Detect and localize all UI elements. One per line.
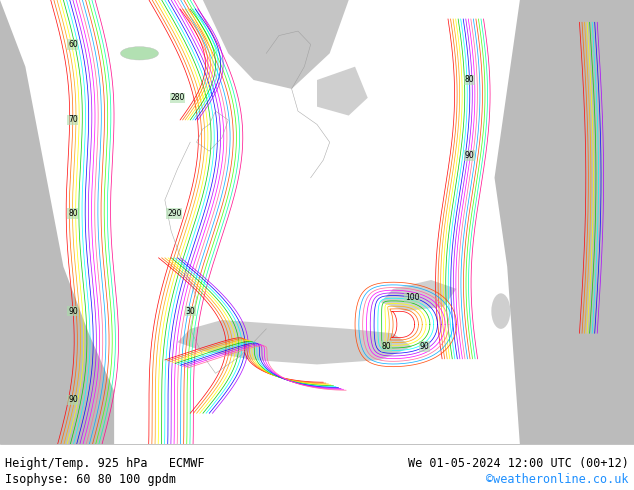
Text: 80: 80: [464, 75, 474, 84]
Polygon shape: [203, 0, 349, 89]
Polygon shape: [317, 67, 368, 116]
Text: 90: 90: [68, 395, 78, 404]
Ellipse shape: [120, 47, 158, 60]
Polygon shape: [178, 320, 412, 365]
Text: 90: 90: [68, 307, 78, 316]
Text: 90: 90: [464, 151, 474, 160]
Text: 70: 70: [68, 116, 78, 124]
Text: 80: 80: [68, 209, 78, 218]
Text: 60: 60: [68, 40, 78, 49]
Text: 100: 100: [405, 294, 419, 302]
Text: ©weatheronline.co.uk: ©weatheronline.co.uk: [486, 473, 629, 487]
Text: 80: 80: [382, 342, 392, 351]
Text: 30: 30: [185, 307, 195, 316]
Text: We 01-05-2024 12:00 UTC (00+12): We 01-05-2024 12:00 UTC (00+12): [408, 457, 629, 470]
Polygon shape: [495, 0, 634, 444]
Ellipse shape: [491, 294, 510, 329]
Text: 90: 90: [420, 342, 430, 351]
Polygon shape: [0, 0, 114, 444]
Text: Height/Temp. 925 hPa   ECMWF: Height/Temp. 925 hPa ECMWF: [5, 457, 205, 470]
Polygon shape: [380, 280, 456, 311]
Text: 280: 280: [171, 93, 184, 102]
Text: Isophyse: 60 80 100 gpdm: Isophyse: 60 80 100 gpdm: [5, 473, 176, 487]
Text: 290: 290: [167, 209, 181, 218]
